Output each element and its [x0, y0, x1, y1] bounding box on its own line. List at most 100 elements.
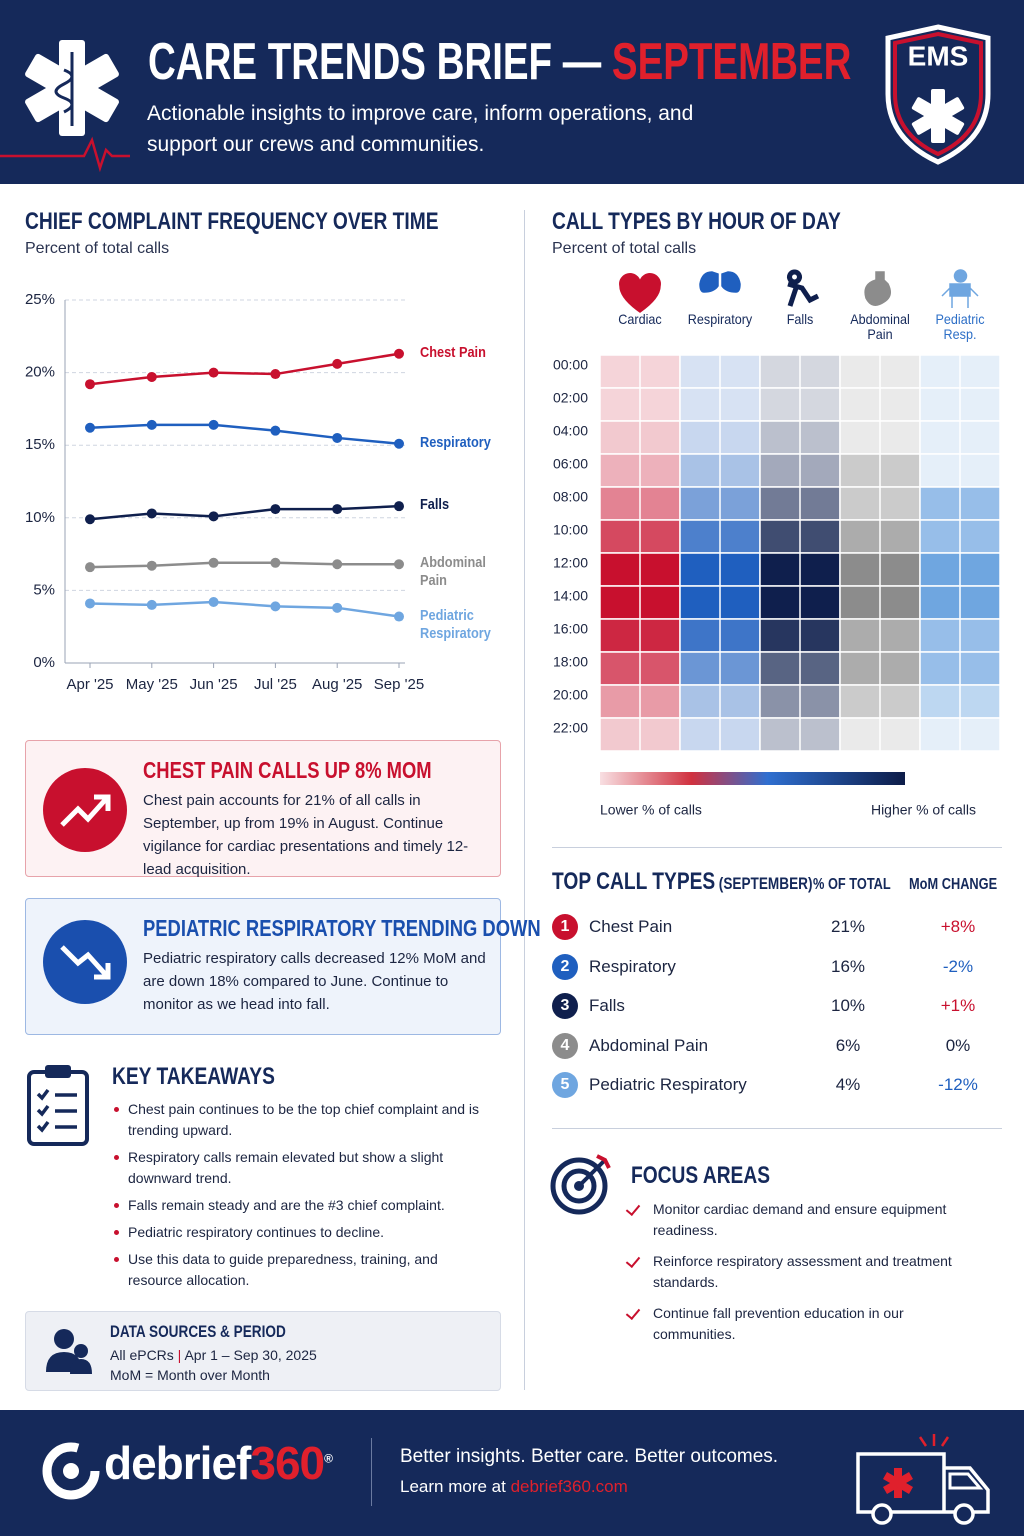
callout-icon: [43, 920, 127, 1004]
footer: debrief360® Better insights. Better care…: [0, 1410, 1024, 1536]
row-name: Falls: [589, 996, 625, 1015]
brand-mark: ®: [324, 1451, 333, 1466]
row-label: 02:00: [553, 390, 588, 406]
row-label: 14:00: [553, 588, 588, 604]
line-title: CHIEF COMPLAINT FREQUENCY OVER TIME: [25, 208, 439, 235]
row-label: 12:00: [553, 555, 588, 571]
sources-box: DATA SOURCES & PERIOD All ePCRs | Apr 1 …: [25, 1311, 501, 1391]
col-header-text: MoM CHANGE: [909, 876, 998, 893]
y-tick-label: 5%: [33, 581, 55, 598]
scale-high: Higher % of calls: [871, 802, 976, 818]
link[interactable]: debrief360.com: [510, 1477, 628, 1496]
row-pct: 4%: [835, 1075, 861, 1094]
row-label: 20:00: [553, 687, 588, 703]
callout-body: Chest pain accounts for 21% of all calls…: [143, 792, 469, 878]
focus-title: FOCUS AREAS: [631, 1162, 805, 1190]
row-name: Abdominal Pain: [589, 1035, 709, 1055]
divider: [371, 1438, 372, 1506]
header: CARE TRENDS BRIEF — SEPTEMBER Actionable…: [0, 0, 1024, 184]
x-tick-label: Sep '25: [374, 676, 424, 693]
y-tick-label: 10%: [25, 509, 55, 526]
x-tick-label: Jun '25: [190, 676, 238, 693]
takeaway-item: Chest pain continues to be the top chief…: [112, 1099, 482, 1141]
line-chart: 0% 5% 10% 15% 20% 25% Apr '25 May '25 Jun '25 Jul…: [25, 291, 424, 693]
x-tick-label: Apr '25: [66, 676, 113, 693]
column-label: Abdominal Pain: [850, 311, 910, 342]
row-name: Respiratory: [589, 956, 676, 976]
sources-note: MoM = Month over Month: [110, 1367, 270, 1383]
category-icon: [941, 269, 979, 308]
target-icon: [550, 1154, 611, 1215]
y-tick-label: 20%: [25, 364, 55, 381]
section-title: CHIEF COMPLAINT FREQUENCY OVER TIME: [25, 208, 542, 236]
line-subtitle: Percent of total calls: [25, 240, 170, 257]
callout-title: CHEST PAIN CALLS UP 8% MOM: [143, 757, 432, 783]
callout-icon: [43, 768, 127, 852]
heatmap: 00:00 02:00 04:00 06:00 08:00 10:00 12:00 14:00…: [553, 269, 1001, 818]
rank-badge: 1: [552, 914, 578, 940]
column-label: Pediatric Resp.: [935, 311, 985, 342]
scale-low: Lower % of calls: [600, 802, 702, 818]
point: [332, 432, 343, 443]
point: [394, 501, 404, 512]
point: [332, 504, 343, 515]
legend-label: Falls: [420, 496, 450, 514]
row-pct: 21%: [830, 917, 866, 936]
point: [146, 508, 157, 519]
takeaway-item: Respiratory calls remain elevated but sh…: [112, 1147, 482, 1189]
divider: [552, 1128, 1002, 1129]
takeaways-title-text: KEY TAKEAWAYS: [112, 1063, 275, 1090]
callout: CHEST PAIN CALLS UP 8% MOM Chest pain ac…: [25, 740, 501, 878]
point: [85, 379, 95, 390]
x-tick-label: Aug '25: [312, 676, 362, 693]
point: [332, 358, 343, 369]
row-label: 00:00: [553, 357, 588, 373]
point: [85, 598, 95, 609]
row-change: -2%: [942, 956, 974, 976]
title: CARE TRENDS BRIEF — SEPTEMBER: [148, 30, 1024, 94]
row-name: Pediatric Respiratory: [589, 1075, 747, 1094]
column-label: Falls: [786, 311, 814, 327]
link-line: Learn more at debrief360.com: [400, 1477, 628, 1497]
point: [85, 562, 95, 573]
subtitle: Actionable insights to improve care, inf…: [147, 102, 694, 156]
divider: [552, 847, 1002, 848]
point: [146, 371, 157, 382]
point: [394, 611, 404, 622]
point: [146, 599, 157, 610]
x-tick-label: May '25: [126, 676, 178, 693]
link-prefix: Learn more at: [400, 1477, 511, 1496]
badge-text: EMS: [908, 40, 969, 71]
sources-source: All ePCRs: [110, 1347, 174, 1363]
row-pct: 16%: [830, 956, 866, 976]
point: [208, 557, 219, 568]
row-name: Chest Pain: [589, 917, 673, 936]
title-main: CARE TRENDS BRIEF —: [148, 33, 612, 91]
focus-list: Monitor cardiac demand and ensure equipm…: [625, 1199, 985, 1355]
category-icon: [699, 271, 741, 293]
heatmap-subtitle: Percent of total calls: [552, 240, 697, 257]
point: [208, 419, 219, 430]
line-labels: Chest Pain Respiratory Falls Abdominal Pain…: [0, 280, 524, 700]
callout-title: PEDIATRIC RESPIRATORY TRENDING DOWN: [143, 915, 541, 941]
point: [332, 602, 343, 613]
sources-period: Apr 1 – Sep 30, 2025: [184, 1347, 317, 1363]
point: [146, 560, 157, 571]
row-change: +8%: [940, 917, 976, 936]
legend-label: Abdominal Pain: [420, 554, 486, 590]
legend-label: Respiratory: [420, 433, 491, 451]
legend-label: Pediatric Respiratory: [420, 606, 491, 642]
callout-body: Pediatric respiratory calls decreased 12…: [143, 950, 486, 1013]
series-line: [89, 504, 400, 521]
takeaways-title: KEY TAKEAWAYS: [112, 1063, 316, 1091]
section-title: CALL TYPES BY HOUR OF DAY: [552, 208, 913, 236]
point: [394, 438, 404, 449]
point: [270, 601, 281, 612]
rank-badge: 5: [552, 1072, 578, 1098]
row-label: 18:00: [553, 654, 588, 670]
brand-num: 360: [250, 1437, 325, 1489]
row-label: 08:00: [553, 489, 588, 505]
point: [208, 597, 219, 608]
ambulance-icon: [856, 1434, 990, 1525]
